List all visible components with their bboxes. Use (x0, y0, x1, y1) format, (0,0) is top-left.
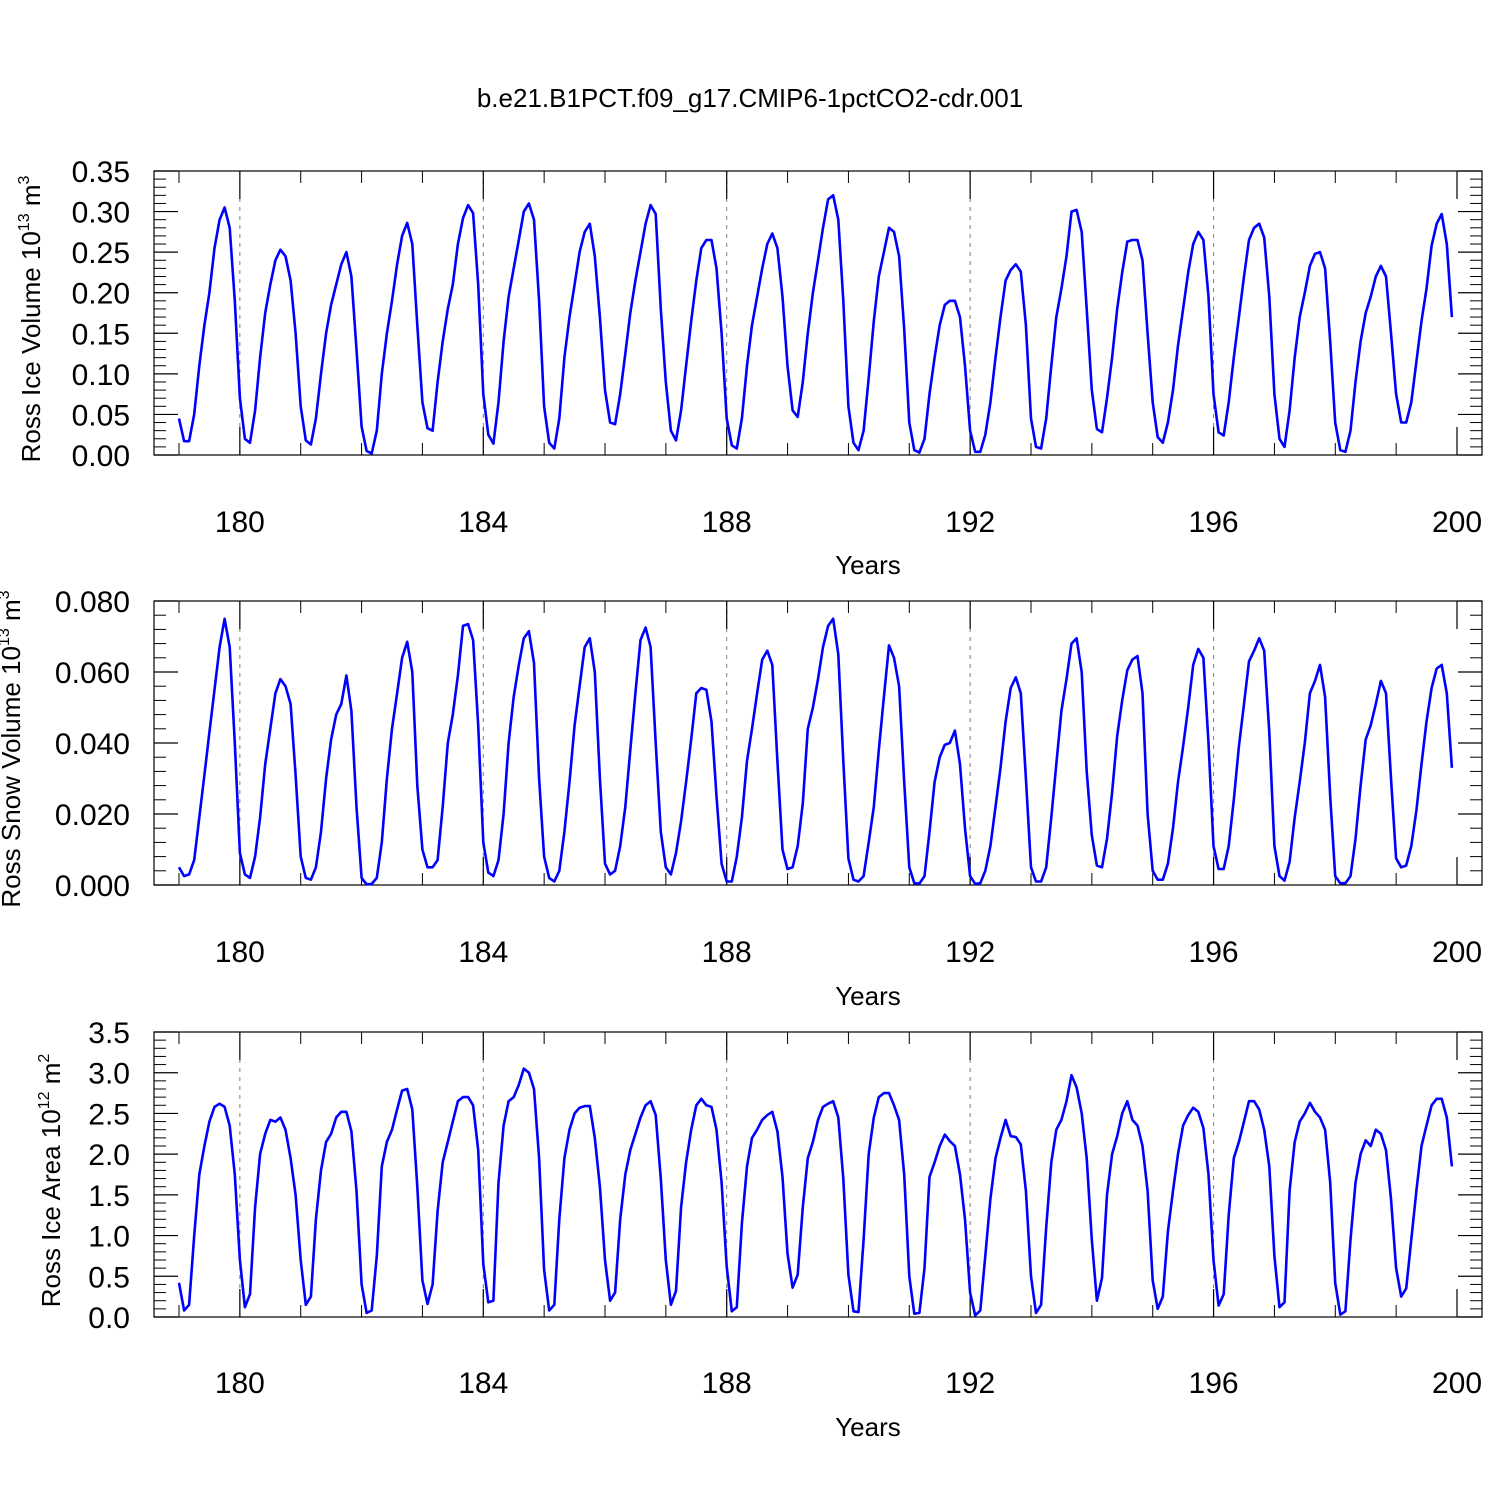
x-tick-label: 196 (1189, 1367, 1239, 1400)
plot-frame (153, 1031, 1483, 1318)
y-tick-label: 0.060 (55, 657, 130, 690)
y-tick-label: 0.15 (72, 318, 130, 351)
y-tick-label: 0.040 (55, 728, 130, 761)
chart-panel-2: 180 184 188 192 196 200 0.000 0.020 0.040 0.060 0.… (0, 586, 1483, 1011)
y-tick-label: 1.5 (88, 1180, 130, 1213)
x-tick-label: 192 (945, 506, 995, 539)
x-tick-label: 200 (1432, 506, 1482, 539)
x-tick-label: 188 (702, 936, 752, 969)
y-axis-title: Ross Ice Volume 1013 m3 (16, 175, 46, 462)
y-tick-label: 3.5 (88, 1017, 130, 1050)
y-tick-label: 2.0 (88, 1139, 130, 1172)
x-tick-label: 180 (215, 506, 265, 539)
y-tick-label: 0.5 (88, 1261, 130, 1294)
y-tick-label: 0.0 (88, 1302, 130, 1335)
y-tick-label: 0.10 (72, 359, 130, 392)
x-tick-label: 188 (702, 1367, 752, 1400)
y-tick-label: 0.000 (55, 870, 130, 903)
y-tick-label: 3.0 (88, 1058, 130, 1091)
y-tick-label: 2.5 (88, 1098, 130, 1131)
panels: 180 184 188 192 196 200 0.00 0.05 0.10 0.15 0.20 0.… (0, 156, 1483, 1442)
x-tick-label: 200 (1432, 936, 1482, 969)
x-axis-title: Years (835, 1412, 901, 1442)
y-tick-label: 0.30 (72, 197, 130, 230)
x-tick-label: 184 (458, 1367, 508, 1400)
x-tick-label: 180 (215, 1367, 265, 1400)
x-tick-label: 184 (458, 936, 508, 969)
series-line (177, 617, 1454, 886)
y-tick-label: 1.0 (88, 1221, 130, 1254)
series-line (177, 1067, 1454, 1317)
y-tick-label: 0.05 (72, 399, 130, 432)
y-tick-label: 0.080 (55, 586, 130, 619)
y-tick-label: 0.20 (72, 278, 130, 311)
chart-panel-3: 180 184 188 192 196 200 0.0 0.5 1.0 1.5 2.0 2.5 3.0 3… (36, 1017, 1483, 1442)
x-tick-label: 184 (458, 506, 508, 539)
x-axis-title: Years (835, 550, 901, 580)
y-tick-label: 0.020 (55, 799, 130, 832)
plot-frame (153, 170, 1483, 456)
y-tick-label: 0.00 (72, 440, 130, 473)
y-axis-title: Ross Snow Volume 1013 m3 (0, 590, 26, 907)
series-line (177, 194, 1454, 455)
y-axis-title: Ross Ice Area 1012 m2 (36, 1054, 66, 1308)
x-tick-label: 192 (945, 1367, 995, 1400)
y-tick-label: 0.35 (72, 156, 130, 189)
x-tick-label: 192 (945, 936, 995, 969)
x-tick-label: 180 (215, 936, 265, 969)
x-tick-label: 200 (1432, 1367, 1482, 1400)
x-tick-label: 196 (1189, 936, 1239, 969)
x-axis-title: Years (835, 981, 901, 1011)
x-tick-label: 188 (702, 506, 752, 539)
figure-title: b.e21.B1PCT.f09_g17.CMIP6-1pctCO2-cdr.00… (477, 83, 1023, 113)
x-tick-label: 196 (1189, 506, 1239, 539)
y-tick-label: 0.25 (72, 237, 130, 270)
chart-panel-1: 180 184 188 192 196 200 0.00 0.05 0.10 0.15 0.20 0.… (16, 156, 1483, 580)
